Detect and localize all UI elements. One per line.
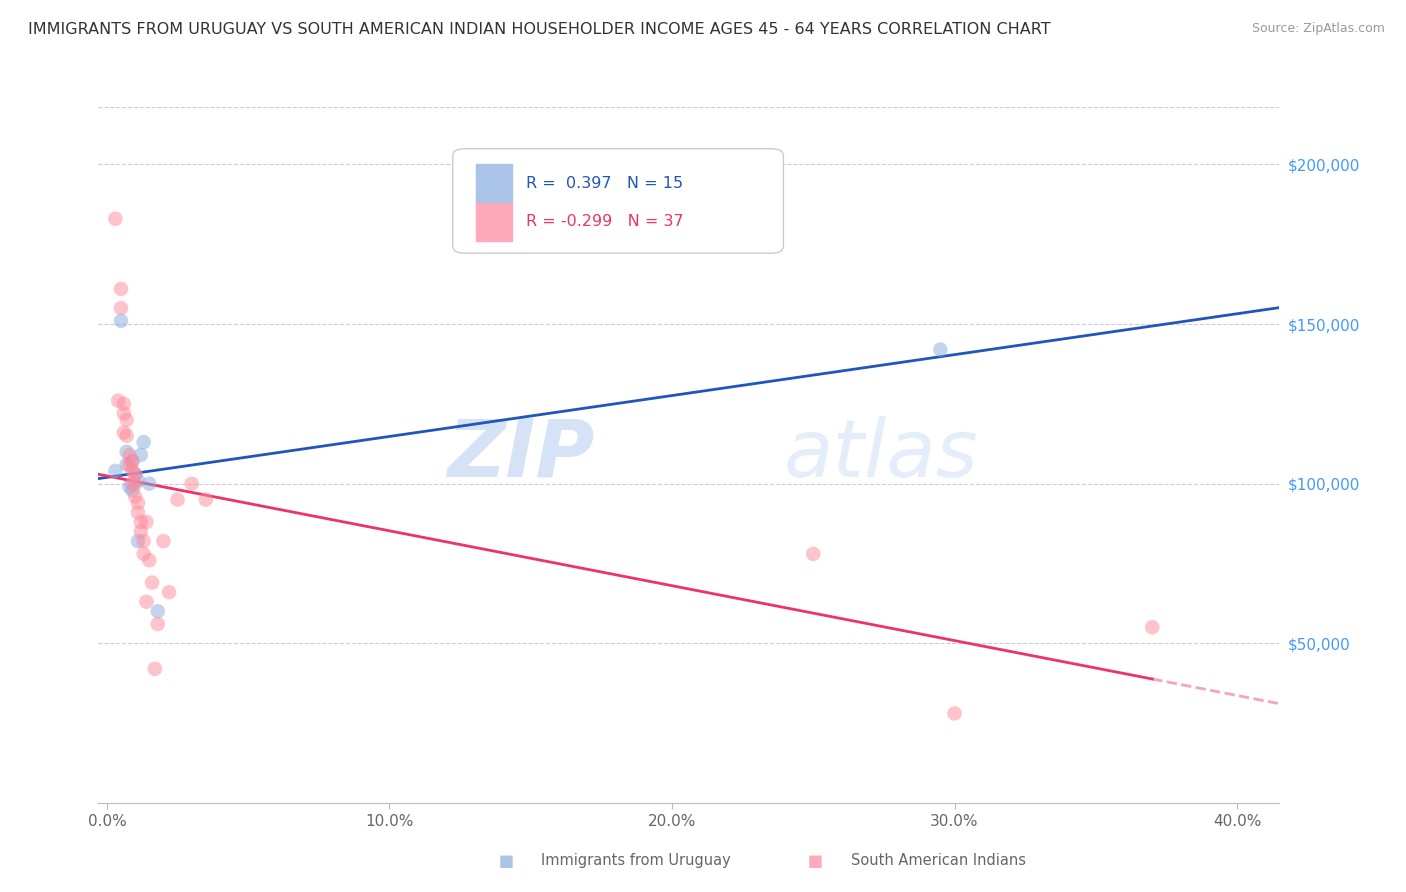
Point xyxy=(124,467,146,481)
Point xyxy=(929,343,952,357)
Point xyxy=(180,476,202,491)
Text: ▪: ▪ xyxy=(498,849,515,872)
FancyBboxPatch shape xyxy=(477,164,512,202)
Point xyxy=(1142,620,1164,634)
Point xyxy=(135,595,157,609)
Point xyxy=(112,406,135,420)
Text: atlas: atlas xyxy=(783,416,979,494)
Point xyxy=(166,492,188,507)
Point xyxy=(143,662,166,676)
Point xyxy=(129,515,152,529)
Point xyxy=(107,393,129,408)
Point xyxy=(121,464,143,478)
Point xyxy=(104,464,127,478)
Point xyxy=(124,467,146,481)
Text: R = -0.299   N = 37: R = -0.299 N = 37 xyxy=(526,214,683,229)
Point xyxy=(124,490,146,504)
Point xyxy=(118,480,141,494)
Point xyxy=(132,435,155,450)
Point xyxy=(132,534,155,549)
Point xyxy=(118,458,141,472)
Point xyxy=(121,483,143,497)
Point xyxy=(110,301,132,315)
Point xyxy=(152,534,174,549)
Point xyxy=(943,706,966,721)
Point xyxy=(127,534,149,549)
Text: IMMIGRANTS FROM URUGUAY VS SOUTH AMERICAN INDIAN HOUSEHOLDER INCOME AGES 45 - 64: IMMIGRANTS FROM URUGUAY VS SOUTH AMERICA… xyxy=(28,22,1050,37)
Point xyxy=(121,454,143,468)
Point xyxy=(110,282,132,296)
Point xyxy=(141,575,163,590)
FancyBboxPatch shape xyxy=(453,149,783,253)
Point xyxy=(194,492,217,507)
Point xyxy=(157,585,180,599)
Point xyxy=(115,413,138,427)
Point xyxy=(115,444,138,458)
Point xyxy=(127,474,149,488)
Text: Immigrants from Uruguay: Immigrants from Uruguay xyxy=(541,854,731,868)
Point xyxy=(112,425,135,440)
Point xyxy=(127,496,149,510)
Point xyxy=(121,476,143,491)
Point xyxy=(138,476,160,491)
Text: ZIP: ZIP xyxy=(447,416,595,494)
Text: South American Indians: South American Indians xyxy=(851,854,1025,868)
Point xyxy=(129,524,152,539)
Text: R =  0.397   N = 15: R = 0.397 N = 15 xyxy=(526,176,683,191)
Point xyxy=(129,448,152,462)
Point xyxy=(135,515,157,529)
Point xyxy=(104,211,127,226)
Point xyxy=(118,448,141,462)
FancyBboxPatch shape xyxy=(477,202,512,241)
Text: ▪: ▪ xyxy=(807,849,824,872)
Point xyxy=(121,454,143,468)
Point xyxy=(110,314,132,328)
Point xyxy=(115,458,138,472)
Point xyxy=(115,429,138,443)
Point xyxy=(146,604,169,618)
Point xyxy=(127,505,149,519)
Point xyxy=(801,547,824,561)
Point xyxy=(124,476,146,491)
Point xyxy=(146,617,169,632)
Text: Source: ZipAtlas.com: Source: ZipAtlas.com xyxy=(1251,22,1385,36)
Point xyxy=(132,547,155,561)
Point xyxy=(112,397,135,411)
Point xyxy=(138,553,160,567)
